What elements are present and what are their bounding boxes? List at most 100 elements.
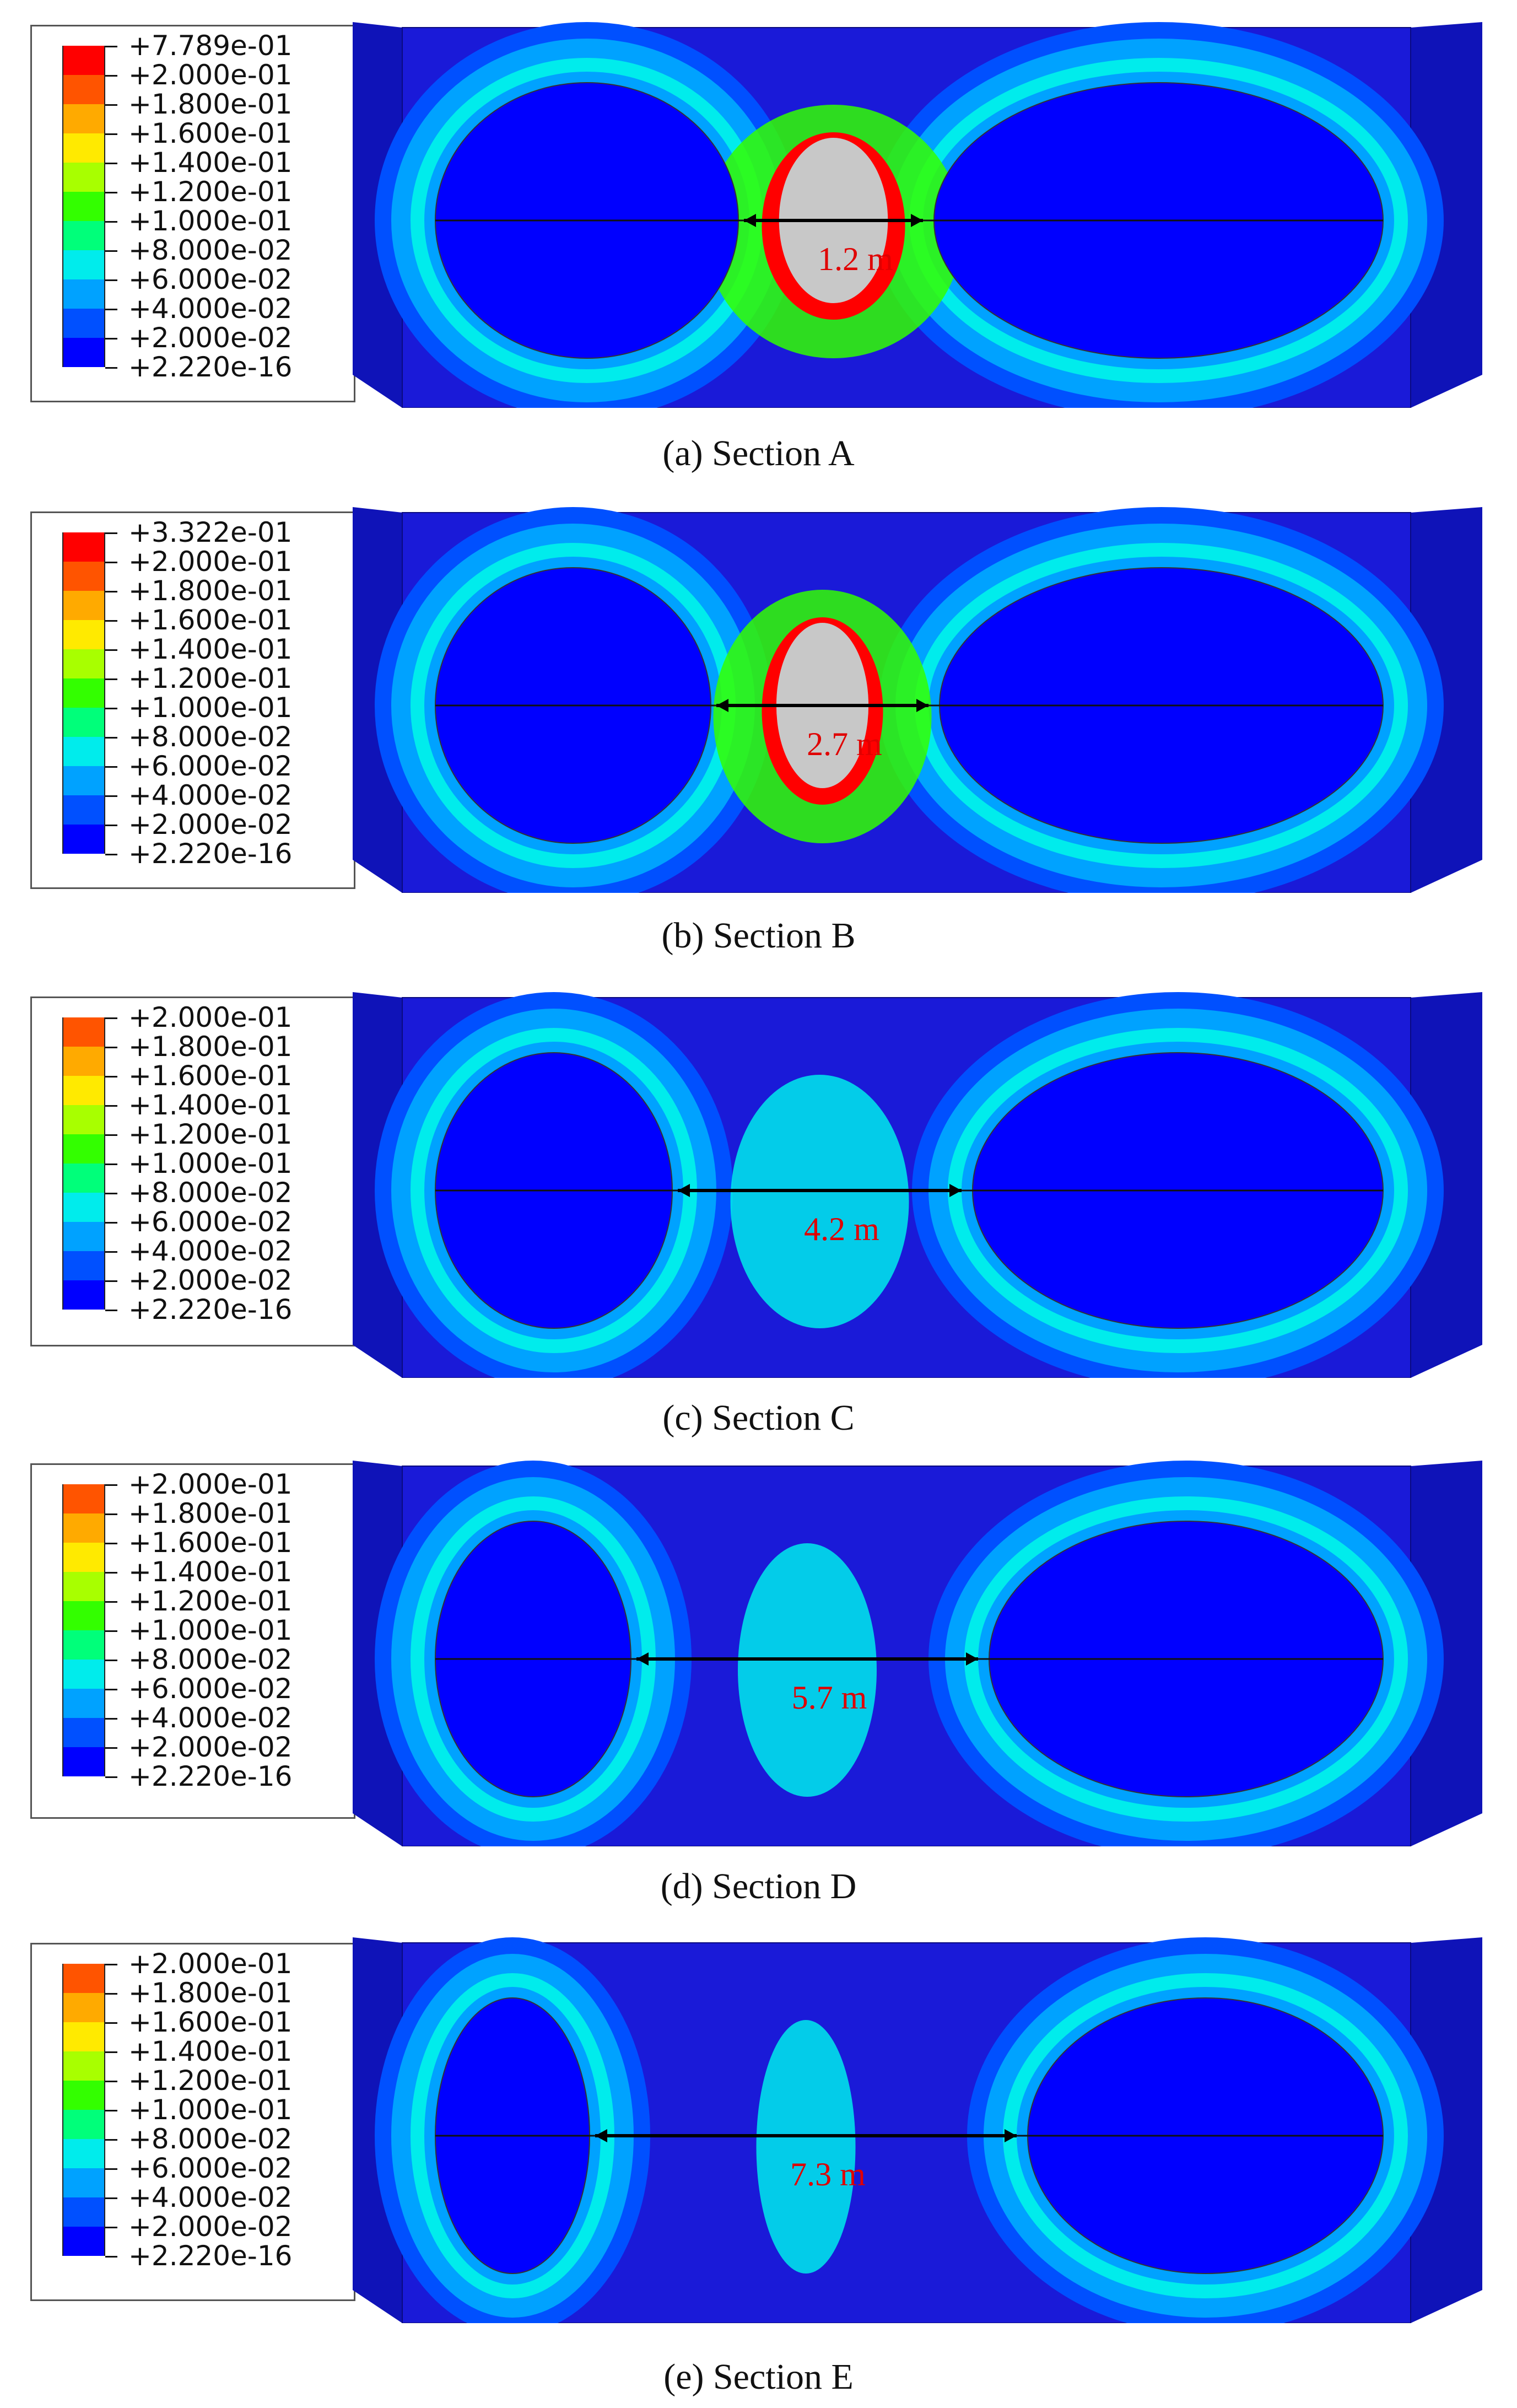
distance-arrowhead-left [678, 1184, 690, 1197]
legend-row: +2.000e-01 [32, 1468, 354, 1500]
distance-arrowhead-right [966, 1652, 978, 1666]
legend-label: +4.000e-02 [128, 779, 293, 811]
legend-label: +6.000e-02 [128, 750, 293, 782]
legend-swatch [62, 1163, 105, 1193]
legend-swatch [62, 1222, 105, 1251]
legend-tick [105, 2051, 117, 2053]
legend-row: +1.800e-01 [32, 1499, 354, 1528]
legend-label: +2.000e-01 [128, 1468, 293, 1500]
legend-tick [105, 1993, 117, 1995]
legend-label: +2.000e-01 [128, 1947, 293, 1980]
legend-label: +1.800e-01 [128, 574, 293, 607]
legend-row: +6.000e-02 [32, 750, 354, 782]
legend-tick [105, 1747, 117, 1749]
legend-label: +1.200e-01 [128, 1585, 293, 1617]
legend-tick [105, 1222, 117, 1224]
legend-swatch [62, 766, 105, 795]
legend-swatch [62, 1660, 105, 1689]
legend-row: +1.400e-01 [32, 633, 354, 665]
legend-row: +1.000e-01 [32, 1614, 354, 1646]
legend-swatch [62, 163, 105, 192]
legend-swatch [62, 825, 105, 854]
legend-tick [105, 163, 117, 164]
legend-row: +8.000e-02 [32, 722, 354, 752]
legend-tick [105, 75, 117, 77]
legend-row: +2.000e-02 [32, 1732, 354, 1762]
model-right-face [1411, 992, 1482, 1378]
legend-swatch [62, 1601, 105, 1630]
legend-tick [105, 2110, 117, 2111]
legend-swatch [62, 2139, 105, 2168]
legend-row: +1.200e-01 [32, 2066, 354, 2095]
legend-row: +7.789e-01 [32, 31, 354, 61]
legend-row: +2.000e-01 [32, 1003, 354, 1032]
legend-swatch [62, 192, 105, 221]
legend-swatch [62, 1689, 105, 1718]
legend-label: +8.000e-02 [128, 1643, 293, 1676]
legend-tick [105, 562, 117, 563]
legend-swatch [62, 2110, 105, 2139]
legend-label: +2.220e-16 [128, 837, 293, 870]
legend-row: +6.000e-02 [32, 265, 354, 294]
legend-label: +8.000e-02 [128, 234, 293, 266]
contour-model: 7.3 m [353, 1937, 1482, 2323]
legend-swatch [62, 2197, 105, 2227]
legend-swatch [62, 708, 105, 737]
legend-swatch [62, 562, 105, 591]
legend-label: +4.000e-02 [128, 1235, 293, 1267]
legend-tick [105, 1105, 117, 1107]
model-right-face [1411, 1937, 1482, 2323]
legend-label: +1.800e-01 [128, 1976, 293, 2009]
legend-swatch [62, 2227, 105, 2256]
contour-model: 5.7 m [353, 1461, 1482, 1846]
legend-swatch [62, 104, 105, 133]
legend-label: +1.400e-01 [128, 633, 293, 665]
legend-tick [105, 250, 117, 252]
legend-tick [105, 649, 117, 651]
legend-row: +2.220e-16 [32, 1295, 354, 1324]
legend-row: +2.220e-16 [32, 352, 354, 382]
legend-label: +2.000e-02 [128, 321, 293, 354]
distance-label: 4.2 m [804, 1211, 879, 1247]
distance-arrowhead-left [636, 1652, 649, 1666]
legend-tick [105, 46, 117, 47]
legend-row: +4.000e-02 [32, 1235, 354, 1267]
legend-label: +6.000e-02 [128, 1205, 293, 1238]
legend-tick [105, 1310, 117, 1311]
legend-label: +2.000e-02 [128, 2210, 293, 2243]
legend-tick [105, 1484, 117, 1486]
legend-row: +4.000e-02 [32, 1703, 354, 1733]
legend-row: +1.600e-01 [32, 1528, 354, 1558]
legend-label: +1.000e-01 [128, 1614, 293, 1646]
caption: (d) Section D [660, 1866, 857, 1906]
legend-row: +6.000e-02 [32, 2153, 354, 2183]
panel-section-b: +3.322e-01 +2.000e-01 +1.800e-01 +1.600e-01… [0, 480, 1517, 959]
legend-label: +1.600e-01 [128, 2006, 293, 2038]
legend-row: +2.000e-02 [32, 810, 354, 839]
legend-label: +2.000e-01 [128, 1001, 293, 1033]
legend-row: +4.000e-02 [32, 294, 354, 324]
legend-label: +1.200e-01 [128, 175, 293, 208]
legend-label: +1.200e-01 [128, 2064, 293, 2097]
legend-row: +1.800e-01 [32, 1032, 354, 1062]
legend-label: +1.200e-01 [128, 662, 293, 694]
panel-section-e: +2.000e-01 +1.800e-01 +1.600e-01 +1.400e-01… [0, 1918, 1517, 2408]
legend-swatch [62, 649, 105, 678]
legend-row: +8.000e-02 [32, 2124, 354, 2154]
caption: (a) Section A [662, 433, 855, 473]
legend-tick [105, 1513, 117, 1515]
legend-row: +2.000e-02 [32, 2212, 354, 2242]
legend-swatch [62, 1993, 105, 2022]
legend-label: +1.600e-01 [128, 604, 293, 636]
legend-swatch [62, 2168, 105, 2197]
distance-arrowhead-left [744, 214, 756, 227]
legend-swatch [62, 678, 105, 708]
distance-label: 7.3 m [790, 2156, 866, 2192]
pillar-stress-zone [730, 1075, 909, 1328]
model-right-face [1411, 22, 1482, 408]
legend-swatch [62, 250, 105, 279]
legend-swatch [62, 2022, 105, 2051]
legend-tick [105, 1776, 117, 1778]
panel-section-d: +2.000e-01 +1.800e-01 +1.600e-01 +1.400e-01… [0, 1439, 1517, 1918]
legend-label: +1.800e-01 [128, 1497, 293, 1529]
